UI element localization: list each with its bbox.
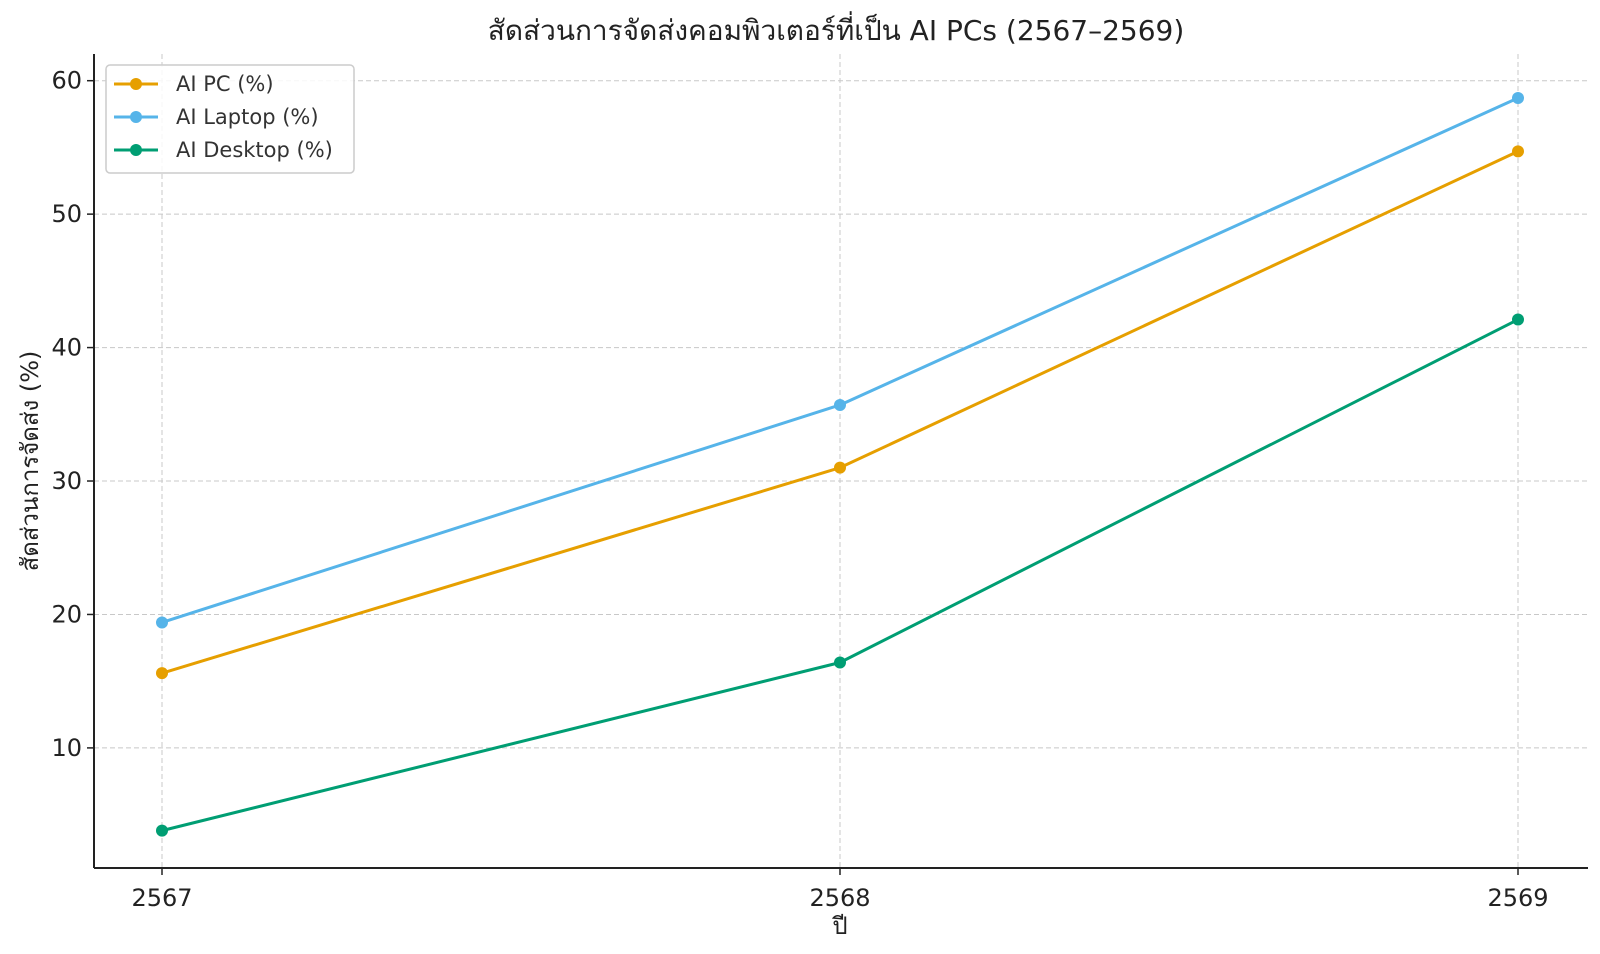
data-point <box>156 824 168 837</box>
series-3 <box>156 313 1524 837</box>
axes <box>93 54 1588 869</box>
legend-marker <box>130 111 142 123</box>
data-point <box>1512 145 1524 158</box>
legend-item: AI PC (%) <box>114 72 274 96</box>
legend-label: AI Laptop (%) <box>176 105 319 129</box>
data-point <box>834 656 846 669</box>
y-tick-label: 10 <box>51 734 82 762</box>
data-point <box>1512 313 1524 326</box>
y-tick-label: 30 <box>51 467 82 495</box>
data-point <box>156 667 168 680</box>
series-1 <box>156 145 1524 680</box>
grid <box>94 54 1588 868</box>
data-point <box>156 616 168 629</box>
legend-box <box>105 64 355 174</box>
chart-title: สัดส่วนการจัดส่งคอมพิวเตอร์ที่เป็น AI PC… <box>488 11 1185 47</box>
y-axis-label: สัดส่วนการจัดส่ง (%) <box>16 351 44 572</box>
legend-marker <box>130 78 142 90</box>
legend-item: AI Laptop (%) <box>114 105 319 129</box>
legend-item: AI Desktop (%) <box>114 138 333 162</box>
legend-marker <box>130 144 142 156</box>
data-point <box>1512 92 1524 105</box>
x-tick-label: 2567 <box>131 884 192 912</box>
tick-labels: 10 20 30 40 50 60 2567 2568 2569 <box>51 67 1548 912</box>
x-tick-label: 2569 <box>1487 884 1548 912</box>
y-tick-label: 50 <box>51 200 82 228</box>
legend: AI PC (%) AI Laptop (%) AI Desktop (%) <box>105 64 355 174</box>
data-point <box>834 398 846 411</box>
series-2 <box>156 92 1524 629</box>
legend-label: AI Desktop (%) <box>176 138 333 162</box>
y-tick-label: 20 <box>51 600 82 628</box>
data-point <box>834 461 846 474</box>
x-axis-label: ปี <box>831 912 847 940</box>
x-tick-label: 2568 <box>809 884 870 912</box>
series-layer <box>156 92 1524 837</box>
y-tick-label: 60 <box>51 67 82 95</box>
y-tick-label: 40 <box>51 334 82 362</box>
legend-label: AI PC (%) <box>176 72 274 96</box>
